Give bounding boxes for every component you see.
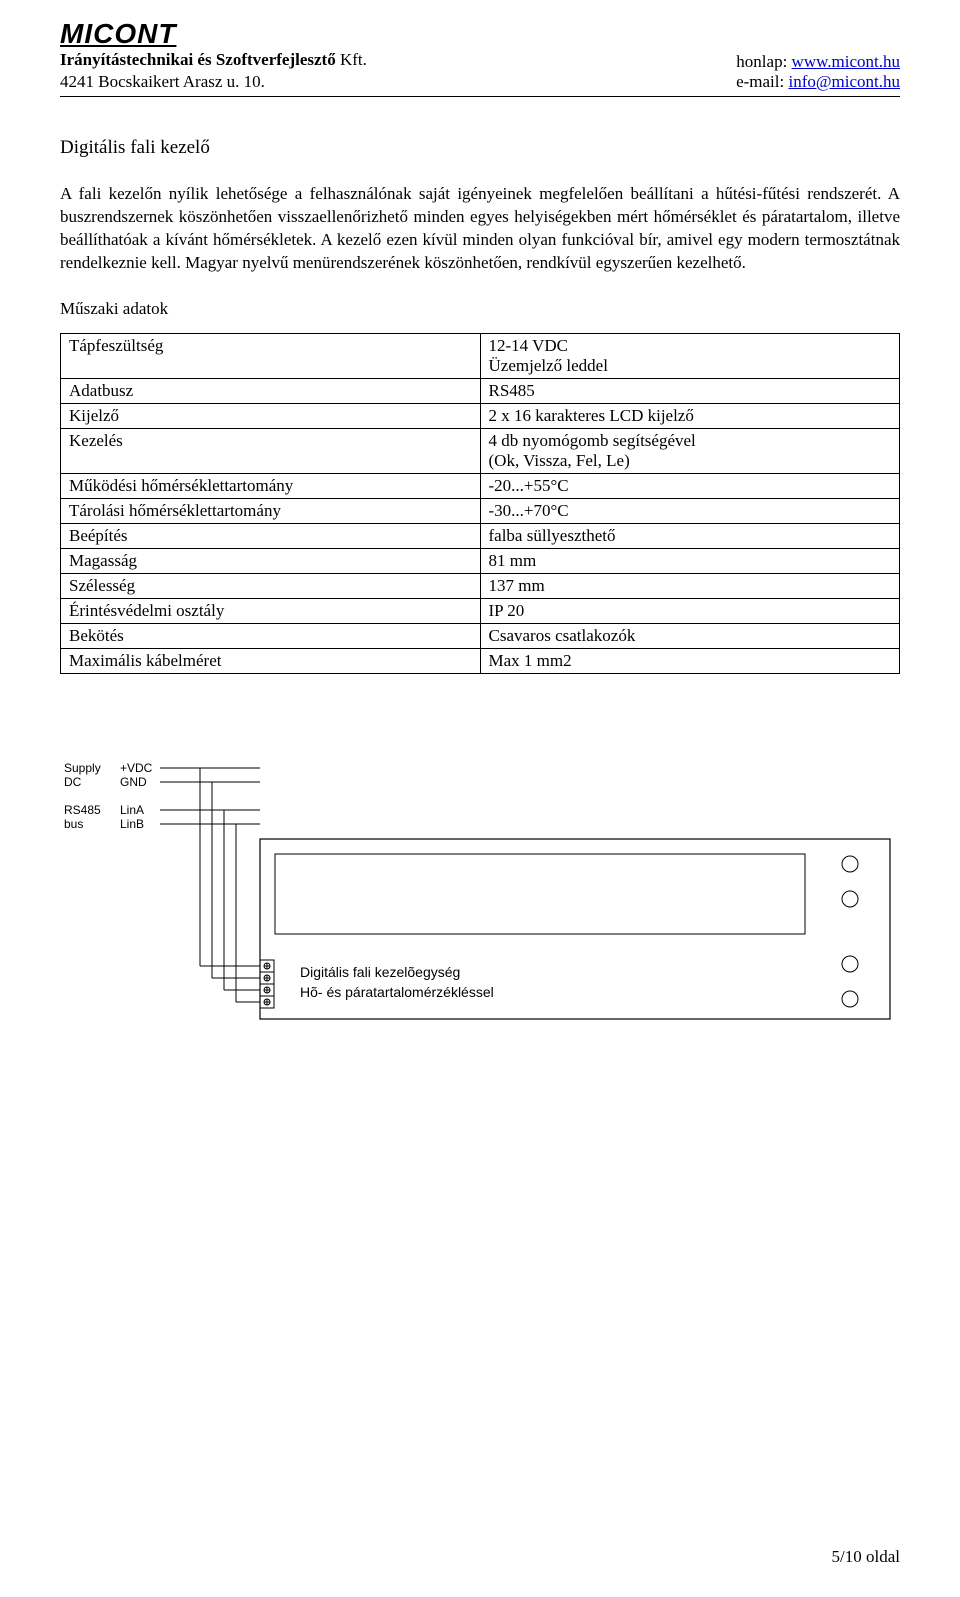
button-3 [842, 956, 858, 972]
wiring-diagram: Supply DC +VDC GND RS485 bus LinA LinB [60, 754, 900, 1034]
button-2 [842, 891, 858, 907]
button-1 [842, 856, 858, 872]
button-4 [842, 991, 858, 1007]
table-row: Tárolási hőmérséklettartomány-30...+70°C [61, 498, 900, 523]
spec-table: Tápfeszültség12-14 VDC Üzemjelző leddelA… [60, 333, 900, 674]
spec-value: 81 mm [480, 548, 900, 573]
table-row: Maximális kábelméretMax 1 mm2 [61, 648, 900, 673]
lcd-outline [275, 854, 805, 934]
website-line: honlap: www.micont.hu [736, 52, 900, 72]
terminal-block [260, 960, 274, 1008]
spec-value: falba süllyeszthető [480, 523, 900, 548]
company-name-suffix: Kft. [336, 50, 367, 69]
table-row: Kezelés4 db nyomógomb segítségével (Ok, … [61, 428, 900, 473]
table-row: Magasság81 mm [61, 548, 900, 573]
page-header: MICONT Irányítástechnikai és Szoftverfej… [60, 20, 900, 97]
diag-supply-2: DC [64, 775, 82, 789]
header-row: MICONT Irányítástechnikai és Szoftverfej… [60, 20, 900, 92]
spec-value: IP 20 [480, 598, 900, 623]
website-label: honlap: [736, 52, 791, 71]
diag-lina: LinA [120, 803, 144, 817]
spec-value: -30...+70°C [480, 498, 900, 523]
spec-label: Kijelző [61, 403, 481, 428]
spec-value: 4 db nyomógomb segítségével (Ok, Vissza,… [480, 428, 900, 473]
device-line2: Hõ- és páratartalomérzékléssel [300, 984, 494, 1000]
diag-rs485-2: bus [64, 817, 83, 831]
table-row: Beépítésfalba süllyeszthető [61, 523, 900, 548]
header-right: honlap: www.micont.hu e-mail: info@micon… [736, 52, 900, 92]
company-logo: MICONT [60, 20, 367, 48]
spec-label: Magasság [61, 548, 481, 573]
diag-rs485-1: RS485 [64, 803, 101, 817]
diag-vdc: +VDC [120, 761, 153, 775]
spec-value: 2 x 16 karakteres LCD kijelző [480, 403, 900, 428]
diag-supply-1: Supply [64, 761, 101, 775]
header-left: MICONT Irányítástechnikai és Szoftverfej… [60, 20, 367, 92]
email-line: e-mail: info@micont.hu [736, 72, 900, 92]
spec-label: Működési hőmérséklettartomány [61, 473, 481, 498]
device-line1: Digitális fali kezelõegység [300, 964, 460, 980]
spec-label: Tárolási hőmérséklettartomány [61, 498, 481, 523]
spec-subhead: Műszaki adatok [60, 299, 900, 319]
email-label: e-mail: [736, 72, 788, 91]
spec-value: 12-14 VDC Üzemjelző leddel [480, 333, 900, 378]
spec-label: Tápfeszültség [61, 333, 481, 378]
spec-value: Max 1 mm2 [480, 648, 900, 673]
spec-value: -20...+55°C [480, 473, 900, 498]
table-row: AdatbuszRS485 [61, 378, 900, 403]
table-row: Érintésvédelmi osztályIP 20 [61, 598, 900, 623]
spec-label: Adatbusz [61, 378, 481, 403]
company-name-line: Irányítástechnikai és Szoftverfejlesztő … [60, 50, 367, 70]
section-title: Digitális fali kezelő [60, 137, 900, 159]
spec-label: Bekötés [61, 623, 481, 648]
spec-label: Beépítés [61, 523, 481, 548]
diag-linb: LinB [120, 817, 144, 831]
spec-value: Csavaros csatlakozók [480, 623, 900, 648]
table-row: Tápfeszültség12-14 VDC Üzemjelző leddel [61, 333, 900, 378]
section-paragraph: A fali kezelőn nyílik lehetősége a felha… [60, 183, 900, 275]
spec-label: Kezelés [61, 428, 481, 473]
table-row: Szélesség137 mm [61, 573, 900, 598]
spec-value: RS485 [480, 378, 900, 403]
email-link[interactable]: info@micont.hu [788, 72, 900, 91]
spec-value: 137 mm [480, 573, 900, 598]
diag-gnd: GND [120, 775, 147, 789]
table-row: Kijelző2 x 16 karakteres LCD kijelző [61, 403, 900, 428]
spec-label: Maximális kábelméret [61, 648, 481, 673]
company-address: 4241 Bocskaikert Arasz u. 10. [60, 72, 367, 92]
company-name-bold: Irányítástechnikai és Szoftverfejlesztő [60, 50, 336, 69]
spec-label: Szélesség [61, 573, 481, 598]
table-row: BekötésCsavaros csatlakozók [61, 623, 900, 648]
page-footer: 5/10 oldal [832, 1547, 900, 1567]
website-link[interactable]: www.micont.hu [792, 52, 900, 71]
spec-label: Érintésvédelmi osztály [61, 598, 481, 623]
table-row: Működési hőmérséklettartomány-20...+55°C [61, 473, 900, 498]
